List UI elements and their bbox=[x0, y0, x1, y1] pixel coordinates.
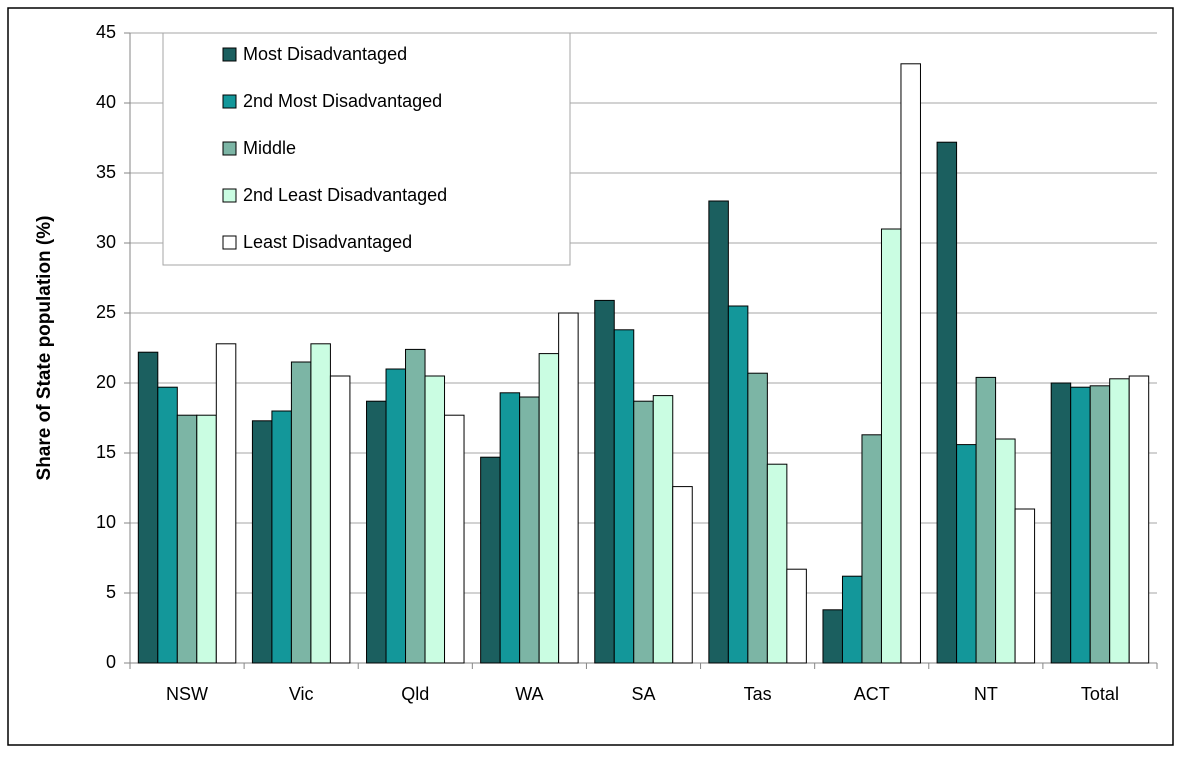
bar bbox=[519, 396, 540, 664]
bar bbox=[251, 420, 273, 664]
x-tick-label: NT bbox=[974, 684, 998, 704]
y-tick-label: 45 bbox=[96, 22, 116, 42]
bar bbox=[558, 312, 579, 664]
bar bbox=[900, 63, 921, 664]
bar bbox=[747, 372, 768, 664]
y-tick-label: 15 bbox=[96, 442, 116, 462]
legend-label: Most Disadvantaged bbox=[243, 44, 407, 64]
legend-swatch bbox=[222, 94, 237, 109]
x-tick-label: Vic bbox=[289, 684, 314, 704]
bar bbox=[1050, 382, 1072, 664]
bar bbox=[290, 361, 312, 664]
y-tick-label: 20 bbox=[96, 372, 116, 392]
bar bbox=[861, 434, 882, 664]
bar bbox=[1014, 508, 1036, 664]
x-tick-label: ACT bbox=[854, 684, 890, 704]
bar bbox=[538, 353, 560, 664]
legend-label: Middle bbox=[243, 138, 296, 158]
bar bbox=[786, 568, 807, 664]
bar bbox=[480, 456, 501, 664]
bar bbox=[708, 200, 729, 664]
bar bbox=[633, 400, 654, 664]
bar bbox=[841, 575, 863, 664]
bar bbox=[995, 438, 1016, 664]
bar bbox=[594, 299, 615, 664]
legend-swatch bbox=[222, 47, 237, 62]
y-axis-title: Share of State population (%) bbox=[34, 216, 55, 481]
y-tick-label: 40 bbox=[96, 92, 116, 112]
legend-swatch bbox=[222, 235, 237, 250]
bar bbox=[405, 348, 426, 664]
y-tick-label: 0 bbox=[106, 652, 116, 672]
legend-label: Least Disadvantaged bbox=[243, 232, 412, 252]
bar bbox=[366, 400, 387, 664]
y-tick-label: 30 bbox=[96, 232, 116, 252]
bar bbox=[137, 351, 159, 664]
legend-label: 2nd Least Disadvantaged bbox=[243, 185, 447, 205]
bar bbox=[385, 368, 407, 664]
bar bbox=[672, 486, 693, 664]
bar bbox=[424, 375, 446, 664]
legend-swatch bbox=[222, 188, 237, 203]
bar bbox=[157, 386, 178, 664]
x-tick-label: Total bbox=[1081, 684, 1119, 704]
legend-label: 2nd Most Disadvantaged bbox=[243, 91, 442, 111]
y-tick-label: 35 bbox=[96, 162, 116, 182]
bar bbox=[652, 395, 674, 664]
bar bbox=[936, 141, 958, 664]
y-tick-label: 25 bbox=[96, 302, 116, 322]
bar bbox=[215, 343, 237, 664]
bar bbox=[975, 376, 997, 664]
bar bbox=[822, 609, 843, 664]
bar bbox=[766, 463, 788, 664]
bar bbox=[176, 414, 198, 664]
bar bbox=[271, 410, 292, 664]
x-tick-label: Qld bbox=[401, 684, 429, 704]
bar bbox=[1109, 378, 1130, 664]
bar bbox=[1070, 386, 1091, 664]
bar bbox=[956, 444, 977, 664]
bar bbox=[310, 343, 331, 664]
bar bbox=[880, 228, 902, 664]
bar bbox=[196, 414, 217, 664]
x-tick-label: SA bbox=[631, 684, 655, 704]
bar bbox=[499, 392, 521, 664]
bar bbox=[1089, 385, 1111, 664]
bar bbox=[444, 414, 465, 664]
x-tick-label: WA bbox=[515, 684, 543, 704]
bar bbox=[727, 305, 749, 664]
bar bbox=[613, 329, 635, 664]
y-tick-label: 5 bbox=[106, 582, 116, 602]
x-tick-label: Tas bbox=[744, 684, 772, 704]
bar bbox=[329, 375, 351, 664]
x-tick-label: NSW bbox=[166, 684, 208, 704]
y-tick-label: 10 bbox=[96, 512, 116, 532]
legend-swatch bbox=[222, 141, 237, 156]
bar bbox=[1128, 375, 1150, 664]
